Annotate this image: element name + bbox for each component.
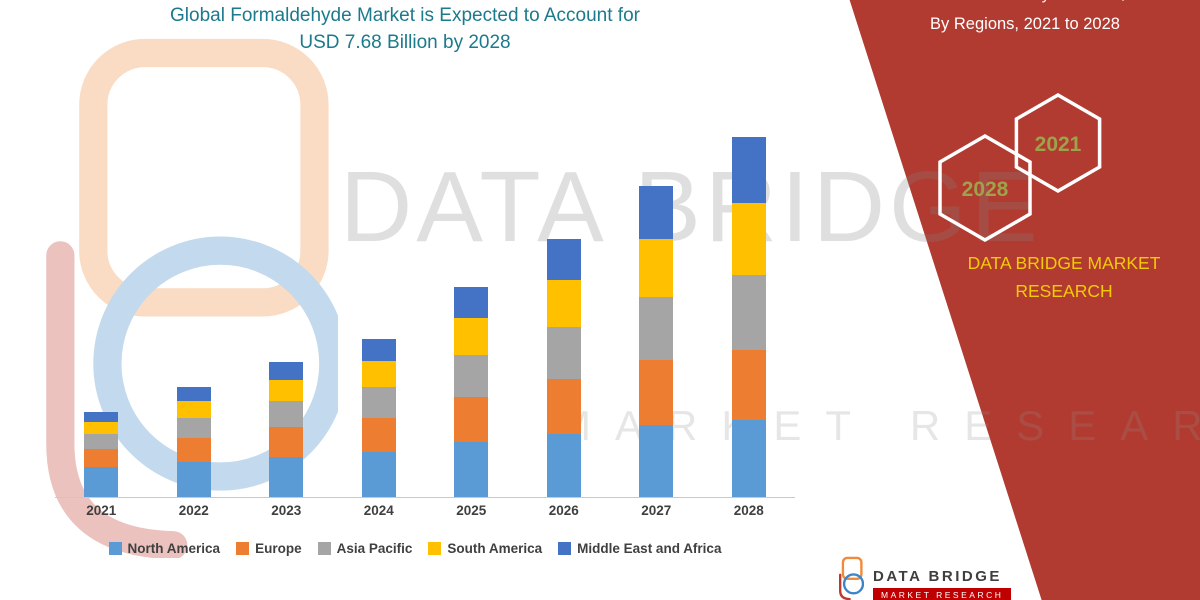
bar-segment <box>731 203 766 275</box>
legend-item: South America <box>428 541 542 556</box>
bar-segment <box>269 401 304 427</box>
bar-segment <box>361 387 396 418</box>
x-tick-label: 2024 <box>363 503 394 518</box>
x-tick-label: 2028 <box>733 503 764 518</box>
bar-column <box>361 339 396 497</box>
x-tick-label: 2025 <box>456 503 487 518</box>
bar-segment <box>546 327 581 379</box>
bar-segment <box>454 318 489 355</box>
legend-label: Asia Pacific <box>336 541 413 556</box>
bar-segment <box>731 275 766 350</box>
bar-segment <box>454 442 489 497</box>
bar-segment <box>639 186 674 239</box>
bar-segment <box>361 452 396 497</box>
footer-logo-name: DATA BRIDGE <box>873 568 1002 585</box>
x-tick-label: 2027 <box>641 503 672 518</box>
year-hexagons: 2028 2021 <box>938 93 1102 243</box>
bar-segment <box>269 457 304 497</box>
bar-segment <box>731 350 766 420</box>
bar-segment <box>454 355 489 397</box>
bar-segment <box>639 297 674 360</box>
legend-item: Asia Pacific <box>317 541 413 556</box>
bar-segment <box>454 287 489 318</box>
bar-segment <box>546 280 581 327</box>
bar-column <box>546 239 581 497</box>
bar-segment <box>454 397 489 442</box>
bar-column <box>731 137 766 497</box>
legend-swatch <box>108 542 122 555</box>
legend-item: North America <box>108 541 221 556</box>
bar-segment <box>176 387 211 401</box>
bar-segment <box>269 362 304 380</box>
footer-logo-subtitle: MARKET RESEARCH <box>873 588 1012 600</box>
bar-segment <box>176 462 211 497</box>
bar-column <box>639 186 674 497</box>
bar-segment <box>639 239 674 297</box>
bar-segment <box>84 449 119 467</box>
legend-item: Europe <box>236 541 302 556</box>
x-tick-label: 2023 <box>271 503 302 518</box>
banner-brand-text: DATA BRIDGE MARKET RESEARCH <box>967 253 1161 301</box>
legend-label: South America <box>447 541 543 556</box>
chart-title-line1: Global Formaldehyde Market is Expected t… <box>170 5 640 26</box>
footer-logo-text: DATA BRIDGE MARKET RESEARCH <box>873 556 1012 600</box>
banner-subtitle: By Regions, 2021 to 2028 <box>930 15 1120 33</box>
bar-segment <box>546 379 581 434</box>
bar-segment <box>639 360 674 425</box>
banner-clipped-title: Global Formaldehyde Market, <box>850 0 1190 4</box>
legend-item: Middle East and Africa <box>558 541 721 556</box>
bar-segment <box>731 137 766 203</box>
bar-column <box>176 387 211 497</box>
hexagon-2028 <box>938 133 1032 243</box>
bars <box>55 75 795 498</box>
bar-segment <box>361 418 396 452</box>
chart-title: Global Formaldehyde Market is Expected t… <box>55 3 755 56</box>
legend-swatch <box>317 542 331 555</box>
bar-segment <box>546 434 581 497</box>
bar-segment <box>176 401 211 418</box>
legend-swatch <box>428 542 442 555</box>
hexagon-year-2028: 2028 <box>962 178 1009 201</box>
chart-title-line2: USD 7.68 Billion by 2028 <box>299 31 511 53</box>
x-axis-ticks: 2021 2022 2023 2024 2025 2026 2027 2028 <box>55 503 795 518</box>
bar-segment <box>731 420 766 497</box>
legend-swatch <box>558 542 572 555</box>
chart-legend: North America Europe Asia Pacific South Ame… <box>30 541 800 556</box>
bar-segment <box>269 427 304 457</box>
legend-label: North America <box>127 541 221 556</box>
hexagon-year-2021: 2021 <box>1035 133 1082 156</box>
bar-column <box>269 362 304 497</box>
legend-swatch <box>236 542 250 555</box>
x-tick-label: 2022 <box>178 503 209 518</box>
bar-column <box>84 412 119 497</box>
bar-segment <box>84 422 119 434</box>
hexagon-2021 <box>1014 93 1102 194</box>
bar-segment <box>361 361 396 387</box>
x-tick-label: 2026 <box>548 503 579 518</box>
bar-segment <box>84 467 119 497</box>
bar-segment <box>269 380 304 401</box>
bar-segment <box>176 418 211 438</box>
x-tick-label: 2021 <box>86 503 117 518</box>
bar-segment <box>546 239 581 280</box>
bar-segment <box>176 438 211 462</box>
bar-segment <box>361 339 396 361</box>
databridge-logo-icon-small <box>836 556 864 600</box>
bar-segment <box>639 425 674 497</box>
bar-column <box>454 287 489 497</box>
legend-label: Middle East and Africa <box>577 541 722 556</box>
legend-label: Europe <box>255 541 302 556</box>
bar-segment <box>84 434 119 449</box>
footer-logo: DATA BRIDGE MARKET RESEARCH <box>836 556 1012 600</box>
bar-segment <box>84 412 119 422</box>
